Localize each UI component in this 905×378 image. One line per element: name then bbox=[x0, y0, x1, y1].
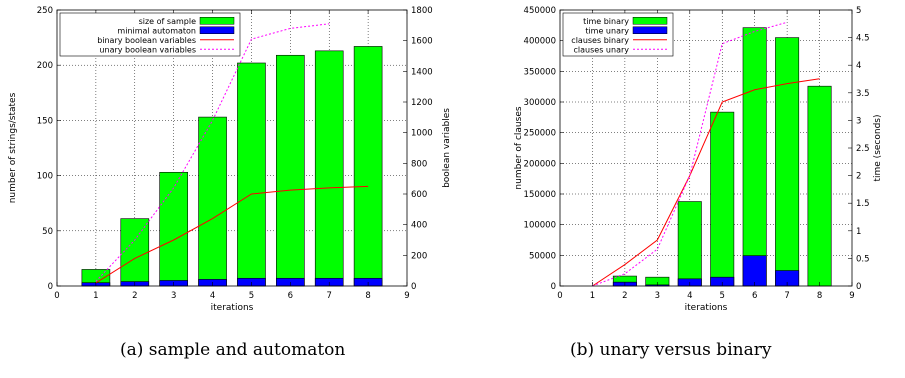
x-tick-label: 9 bbox=[404, 291, 409, 301]
x-tick-label: 0 bbox=[54, 291, 59, 301]
y-axis-label: number of clauses bbox=[514, 106, 524, 189]
legend-label: clauses binary bbox=[571, 36, 629, 45]
legend-swatch-bar bbox=[632, 17, 668, 25]
x-tick-label: 1 bbox=[590, 291, 595, 301]
series-line-1 bbox=[592, 78, 820, 287]
x-tick-label: 4 bbox=[210, 291, 215, 301]
caption-b: (b) unary versus binary bbox=[570, 340, 772, 360]
series-line-2 bbox=[95, 23, 330, 282]
y2-tick-label: 0.5 bbox=[856, 254, 870, 264]
chart-2: 0 1 2 3 4 5 6 7 8 9050000100000150000200000250000… bbox=[514, 6, 883, 313]
bar-primary-4 bbox=[198, 116, 227, 287]
y2-tick-label: 1 bbox=[856, 227, 861, 237]
y2-axis-label: boolean variables bbox=[442, 108, 452, 188]
bar-primary-8 bbox=[353, 46, 383, 287]
y2-tick-label: 2.5 bbox=[856, 144, 870, 154]
bar-primary-7 bbox=[775, 37, 800, 287]
x-axis-label: iterations bbox=[211, 303, 254, 313]
x-tick-label: 5 bbox=[720, 291, 725, 301]
y2-tick-label: 3.5 bbox=[856, 89, 870, 99]
bar-primary-5 bbox=[710, 111, 735, 287]
y-axis-label: number of strings/states bbox=[8, 92, 18, 203]
bar-primary-6 bbox=[276, 54, 305, 287]
y2-tick-label: 800 bbox=[411, 159, 427, 169]
x-tick-label: 0 bbox=[557, 291, 562, 301]
y2-tick-label: 0 bbox=[411, 282, 416, 292]
x-tick-label: 7 bbox=[784, 291, 789, 301]
legend-label: time unary bbox=[585, 26, 629, 35]
legend-swatch-bar bbox=[199, 26, 235, 34]
y2-tick-label: 400 bbox=[411, 221, 427, 231]
x-tick-label: 3 bbox=[171, 291, 176, 301]
y-tick-label: 250 bbox=[37, 6, 53, 16]
x-tick-label: 7 bbox=[327, 291, 332, 301]
y-tick-label: 300000 bbox=[524, 98, 556, 108]
y-tick-label: 200 bbox=[37, 61, 53, 71]
y-tick-label: 200000 bbox=[524, 159, 556, 169]
y2-tick-label: 5 bbox=[856, 6, 861, 16]
y-tick-label: 150 bbox=[37, 116, 53, 126]
y-tick-label: 50000 bbox=[529, 251, 556, 261]
y2-tick-label: 0 bbox=[856, 282, 861, 292]
x-tick-label: 6 bbox=[752, 291, 757, 301]
y2-tick-label: 1800 bbox=[411, 6, 433, 16]
bar-primary-6 bbox=[742, 27, 767, 287]
legend-swatch-bar bbox=[632, 26, 668, 34]
y-tick-label: 250000 bbox=[524, 129, 556, 139]
y2-axis-label: time (seconds) bbox=[873, 114, 883, 181]
legend-swatch-bar bbox=[199, 17, 235, 25]
legend-label: unary boolean variables bbox=[99, 45, 196, 54]
legend-label: time binary bbox=[583, 17, 629, 26]
bar-primary-4 bbox=[677, 201, 702, 287]
bar-primary-5 bbox=[237, 62, 266, 287]
y2-tick-label: 200 bbox=[411, 251, 427, 261]
bar-primary-3 bbox=[159, 171, 188, 287]
y2-tick-label: 1000 bbox=[411, 129, 433, 139]
series-line-1 bbox=[95, 185, 369, 284]
y2-tick-label: 1400 bbox=[411, 67, 433, 77]
y-tick-label: 350000 bbox=[524, 67, 556, 77]
plot-frame bbox=[56, 9, 408, 287]
x-tick-label: 9 bbox=[849, 291, 854, 301]
y-tick-label: 100000 bbox=[524, 221, 556, 231]
x-tick-label: 8 bbox=[365, 291, 370, 301]
legend-label: size of sample bbox=[139, 17, 196, 26]
x-tick-label: 5 bbox=[249, 291, 254, 301]
legend-label: clauses unary bbox=[574, 45, 630, 54]
x-tick-label: 2 bbox=[132, 291, 137, 301]
legend-label: binary boolean variables bbox=[97, 36, 196, 45]
legend-label: minimal automaton bbox=[117, 26, 196, 35]
y-tick-label: 0 bbox=[551, 282, 556, 292]
y2-tick-label: 600 bbox=[411, 190, 427, 200]
bar-primary-7 bbox=[314, 50, 344, 287]
x-axis-label: iterations bbox=[685, 303, 728, 313]
x-tick-label: 3 bbox=[655, 291, 660, 301]
y-tick-label: 450000 bbox=[524, 6, 556, 16]
y-tick-label: 0 bbox=[48, 282, 53, 292]
x-tick-label: 8 bbox=[817, 291, 822, 301]
y2-tick-label: 1200 bbox=[411, 98, 433, 108]
chart-1: 0 1 2 3 4 5 6 7 8 9050100150200250020040060080010… bbox=[8, 6, 452, 313]
x-tick-label: 4 bbox=[687, 291, 692, 301]
x-tick-label: 1 bbox=[93, 291, 98, 301]
y2-tick-label: 2 bbox=[856, 172, 861, 182]
bar-primary-8 bbox=[807, 85, 832, 287]
y-tick-label: 400000 bbox=[524, 37, 556, 47]
y2-tick-label: 1600 bbox=[411, 37, 433, 47]
bar-secondary-6 bbox=[742, 255, 767, 287]
y2-tick-label: 3 bbox=[856, 116, 861, 126]
y-tick-label: 150000 bbox=[524, 190, 556, 200]
x-tick-label: 6 bbox=[288, 291, 293, 301]
caption-a: (a) sample and automaton bbox=[120, 340, 346, 360]
y-tick-label: 50 bbox=[42, 227, 53, 237]
bar-primary-2 bbox=[120, 218, 150, 287]
y2-tick-label: 4 bbox=[856, 61, 861, 71]
y-tick-label: 100 bbox=[37, 172, 53, 182]
y2-tick-label: 1.5 bbox=[856, 199, 870, 209]
x-tick-label: 2 bbox=[622, 291, 627, 301]
y2-tick-label: 4.5 bbox=[856, 34, 870, 44]
